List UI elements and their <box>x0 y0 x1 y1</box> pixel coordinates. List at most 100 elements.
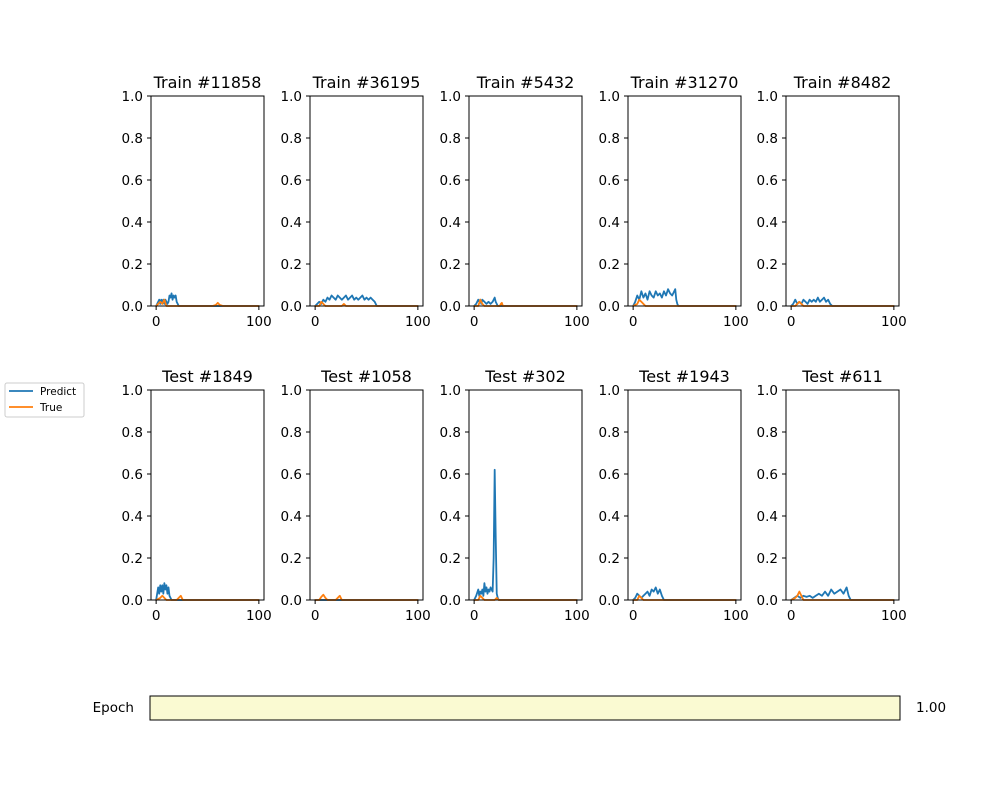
axes-frame <box>309 95 424 307</box>
axes-frame <box>150 95 265 307</box>
x-tick-label: 0 <box>152 314 161 330</box>
y-tick-label: 0.6 <box>122 467 143 483</box>
y-tick-label: 0.2 <box>281 551 302 567</box>
subplot-title: Test #1058 <box>320 367 412 386</box>
y-tick-label: 0.6 <box>599 467 620 483</box>
y-tick-label: 0.8 <box>440 425 461 441</box>
subplot-title: Train #8482 <box>793 73 892 92</box>
y-tick-label: 1.0 <box>281 383 302 399</box>
subplot-train-8482: 0.0 0.2 0.4 0.6 0.8 1.0 0 100 Train #8482 <box>757 73 907 330</box>
y-tick-label: 0.8 <box>122 425 143 441</box>
subplot-title: Train #5432 <box>476 73 575 92</box>
y-tick-label: 0.2 <box>599 257 620 273</box>
y-tick-label: 0.2 <box>440 551 461 567</box>
y-tick-label: 0.4 <box>599 509 620 525</box>
subplot-grid: 0.0 0.2 0.4 0.6 0.8 1.0 0 100 Train #11858 0.0 0.2… <box>122 73 907 624</box>
axes-frame <box>627 389 742 601</box>
y-tick-label: 0.6 <box>440 173 461 189</box>
y-tick-label: 0.0 <box>122 299 143 315</box>
x-tick-label: 100 <box>881 314 907 330</box>
x-tick-label: 100 <box>405 314 431 330</box>
x-tick-label: 100 <box>405 608 431 624</box>
x-tick-label: 100 <box>564 608 590 624</box>
y-tick-label: 0.4 <box>440 215 461 231</box>
y-tick-label: 1.0 <box>599 383 620 399</box>
subplot-test-1943: 0.0 0.2 0.4 0.6 0.8 1.0 0 100 Test #1943 <box>599 367 749 624</box>
y-tick-label: 0.2 <box>122 551 143 567</box>
y-tick-label: 0.2 <box>757 257 778 273</box>
y-tick-label: 0.0 <box>599 299 620 315</box>
epoch-slider[interactable]: Epoch 1.00 <box>93 695 946 721</box>
legend: Predict True <box>4 382 85 418</box>
y-tick-label: 0.4 <box>281 509 302 525</box>
y-tick-label: 0.2 <box>440 257 461 273</box>
epoch-slider-label: Epoch <box>93 700 134 716</box>
y-tick-label: 0.6 <box>757 467 778 483</box>
y-tick-label: 0.8 <box>281 131 302 147</box>
y-tick-label: 0.0 <box>281 593 302 609</box>
y-tick-label: 0.6 <box>440 467 461 483</box>
y-tick-label: 0.6 <box>757 173 778 189</box>
y-tick-label: 1.0 <box>281 89 302 105</box>
x-tick-label: 100 <box>246 608 272 624</box>
x-tick-label: 0 <box>152 608 161 624</box>
subplot-title: Train #31270 <box>630 73 739 92</box>
x-tick-label: 0 <box>311 608 320 624</box>
y-tick-label: 0.6 <box>281 467 302 483</box>
x-tick-label: 0 <box>311 314 320 330</box>
series-line-predict <box>632 586 737 601</box>
y-tick-label: 0.8 <box>281 425 302 441</box>
y-tick-label: 0.0 <box>281 299 302 315</box>
legend-label-predict: Predict <box>40 386 76 398</box>
epoch-slider-value: 1.00 <box>916 700 946 716</box>
y-tick-label: 0.8 <box>757 131 778 147</box>
x-tick-label: 100 <box>246 314 272 330</box>
x-tick-label: 0 <box>787 608 796 624</box>
epoch-slider-fill[interactable] <box>150 696 900 720</box>
axes-frame <box>150 389 265 601</box>
y-tick-label: 0.6 <box>122 173 143 189</box>
subplot-title: Test #611 <box>801 367 883 386</box>
subplot-title: Train #36195 <box>312 73 421 92</box>
y-tick-label: 1.0 <box>122 383 143 399</box>
subplot-title: Train #11858 <box>153 73 262 92</box>
subplot-train-31270: 0.0 0.2 0.4 0.6 0.8 1.0 0 100 Train #31270 <box>599 73 749 330</box>
y-tick-label: 0.0 <box>122 593 143 609</box>
y-tick-label: 0.6 <box>281 173 302 189</box>
x-tick-label: 0 <box>629 608 638 624</box>
y-tick-label: 0.8 <box>122 131 143 147</box>
axes-frame <box>785 389 900 601</box>
y-tick-label: 0.8 <box>440 131 461 147</box>
y-tick-label: 1.0 <box>757 383 778 399</box>
x-tick-label: 100 <box>881 608 907 624</box>
legend-label-true: True <box>39 402 62 414</box>
subplot-train-11858: 0.0 0.2 0.4 0.6 0.8 1.0 0 100 Train #11858 <box>122 73 272 330</box>
series-line-predict <box>473 468 578 601</box>
x-tick-label: 0 <box>629 314 638 330</box>
y-tick-label: 0.2 <box>757 551 778 567</box>
subplot-train-36195: 0.0 0.2 0.4 0.6 0.8 1.0 0 100 Train #36195 <box>281 73 431 330</box>
subplot-title: Test #1943 <box>638 367 730 386</box>
y-tick-label: 0.8 <box>757 425 778 441</box>
x-tick-label: 0 <box>470 314 479 330</box>
y-tick-label: 0.8 <box>599 131 620 147</box>
x-tick-label: 0 <box>470 608 479 624</box>
y-tick-label: 1.0 <box>757 89 778 105</box>
y-tick-label: 0.0 <box>599 593 620 609</box>
subplot-test-611: 0.0 0.2 0.4 0.6 0.8 1.0 0 100 Test #611 <box>757 367 907 624</box>
axes-frame <box>785 95 900 307</box>
subplot-test-1058: 0.0 0.2 0.4 0.6 0.8 1.0 0 100 Test #1058 <box>281 367 431 624</box>
y-tick-label: 0.4 <box>440 509 461 525</box>
subplot-title: Test #302 <box>484 367 566 386</box>
y-tick-label: 1.0 <box>440 383 461 399</box>
y-tick-label: 0.4 <box>122 509 143 525</box>
x-tick-label: 0 <box>787 314 796 330</box>
y-tick-label: 0.2 <box>281 257 302 273</box>
axes-frame <box>309 389 424 601</box>
epoch-slider-border <box>149 695 901 721</box>
y-tick-label: 0.4 <box>281 215 302 231</box>
y-tick-label: 0.2 <box>122 257 143 273</box>
x-tick-label: 100 <box>723 314 749 330</box>
